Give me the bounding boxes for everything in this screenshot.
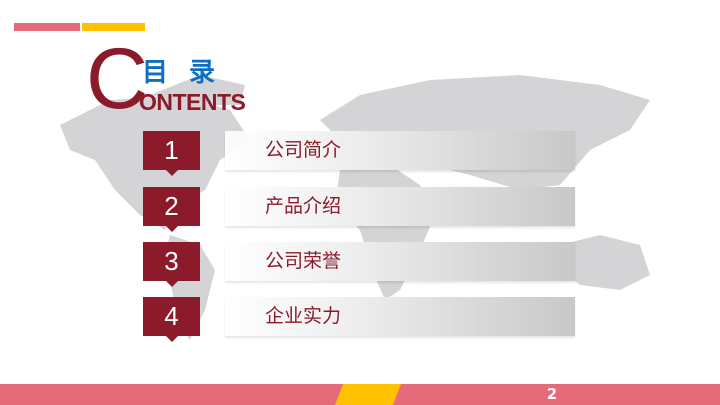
- page-title: 目 录: [142, 58, 222, 88]
- item-number-4: 4: [143, 297, 200, 342]
- toc-item-label: 企业实力: [265, 305, 342, 327]
- page-number: 2: [546, 385, 558, 403]
- toc-item-2[interactable]: 产品介绍: [225, 187, 575, 226]
- item-number-1: 1: [143, 131, 200, 176]
- toc-item-4[interactable]: 企业实力: [225, 297, 575, 336]
- top-pink-bar: [14, 23, 80, 31]
- item-number-3: 3: [143, 242, 200, 287]
- footer-yellow-accent: [335, 384, 401, 405]
- toc-item-label: 公司简介: [265, 139, 342, 161]
- top-yellow-bar: [82, 23, 145, 31]
- toc-item-label: 公司荣誉: [265, 250, 342, 272]
- toc-item-1[interactable]: 公司简介: [225, 131, 575, 170]
- toc-item-3[interactable]: 公司荣誉: [225, 242, 575, 281]
- item-number-2: 2: [143, 187, 200, 232]
- page-subtitle: ONTENTS: [139, 89, 246, 115]
- toc-item-label: 产品介绍: [265, 195, 342, 217]
- contents-big-letter: C: [86, 31, 148, 127]
